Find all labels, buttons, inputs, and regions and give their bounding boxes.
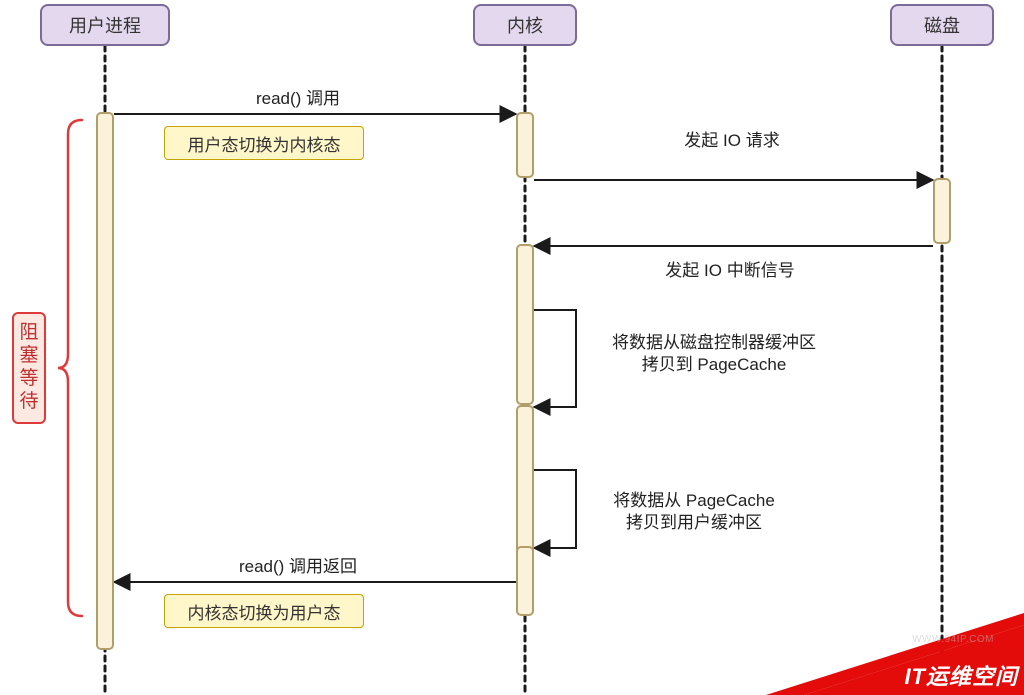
participant-kernel-label: 内核 (507, 12, 543, 38)
activation-kernel-ret (516, 546, 534, 616)
msg-label-io-irq: 发起 IO 中断信号 (580, 260, 880, 282)
msg-label-read-call: read() 调用 (148, 88, 448, 110)
activation-disk-io (933, 178, 951, 244)
participant-disk: 磁盘 (890, 4, 994, 46)
diagram-stage: 用户进程 内核 磁盘 read() 调用 发起 IO 请求 发起 IO 中断信号… (0, 0, 1024, 695)
msg-label-io-request: 发起 IO 请求 (582, 130, 882, 152)
participant-disk-label: 磁盘 (924, 12, 960, 38)
note-to-kernel-mode: 用户态切换为内核态 (164, 126, 364, 160)
activation-user-main (96, 112, 114, 650)
activation-kernel-read (516, 112, 534, 178)
branding-banner: IT运维空间 (904, 659, 1018, 691)
participant-user: 用户进程 (40, 4, 170, 46)
watermark-text: WWW.94IP.COM (912, 634, 994, 645)
note-to-kernel-text: 用户态切换为内核态 (188, 131, 341, 156)
blocking-wait-label: 阻塞等待 (19, 322, 38, 413)
activation-kernel-irq (516, 244, 534, 405)
msg-label-self-copy2: 将数据从 PageCache 拷贝到用户缓冲区 (544, 490, 844, 534)
note-to-user-text: 内核态切换为用户态 (188, 599, 341, 624)
participant-kernel: 内核 (473, 4, 577, 46)
msg-label-read-return: read() 调用返回 (148, 556, 448, 578)
msg-label-self-copy1: 将数据从磁盘控制器缓冲区 拷贝到 PageCache (564, 332, 864, 376)
participant-user-label: 用户进程 (69, 12, 141, 38)
note-to-user-mode: 内核态切换为用户态 (164, 594, 364, 628)
blocking-wait-box: 阻塞等待 (12, 312, 46, 424)
